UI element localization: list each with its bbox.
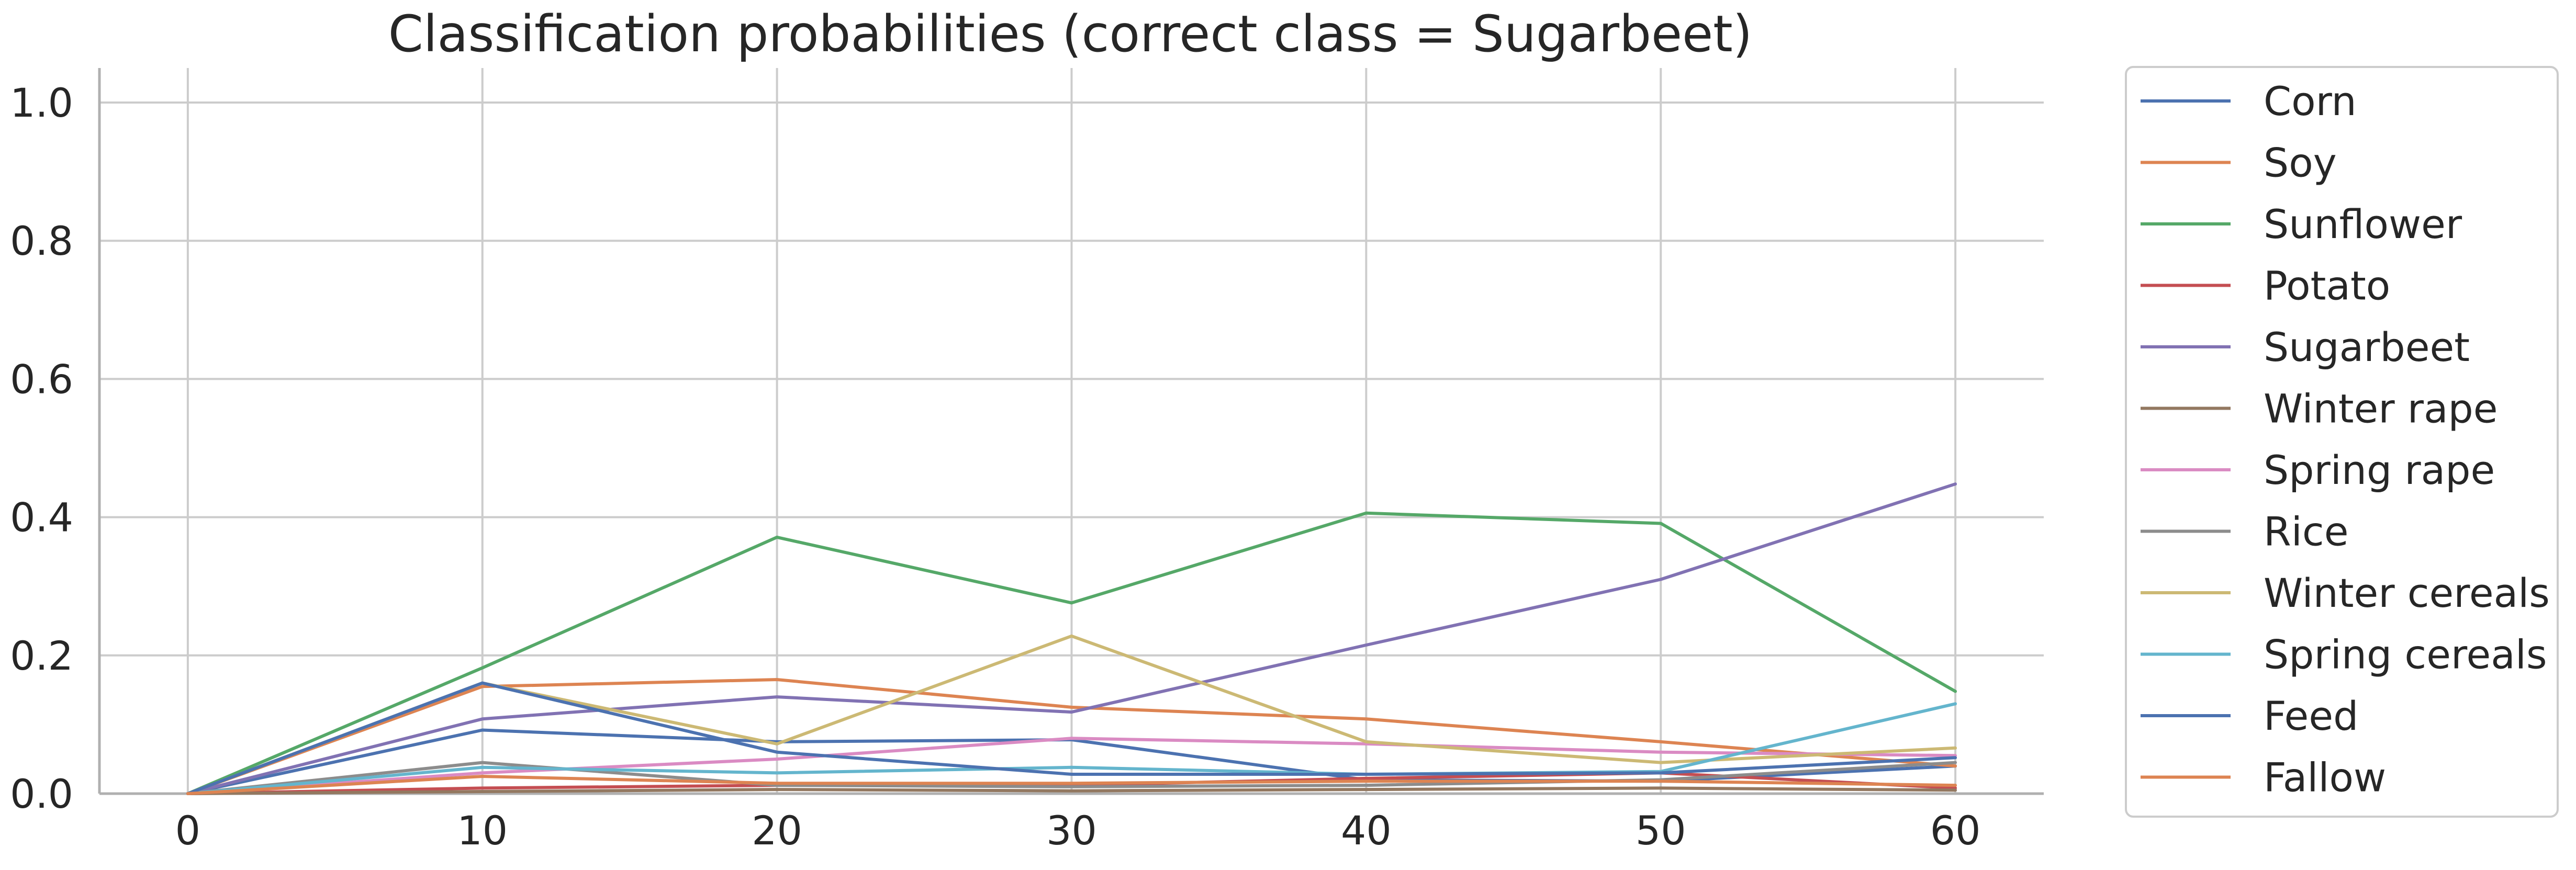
series-line-spring-rape xyxy=(186,737,1957,795)
series-lines xyxy=(186,482,1957,795)
series-line-fallow xyxy=(186,775,1957,795)
y-tick-label: 0.8 xyxy=(10,218,73,264)
series-line-feed xyxy=(186,681,1957,795)
legend-label: Spring rape xyxy=(2264,447,2495,493)
series-line-soy xyxy=(186,678,1957,795)
grid xyxy=(99,68,2044,794)
y-tick-label: 0.4 xyxy=(10,494,73,541)
y-tick-label: 0.6 xyxy=(10,356,73,402)
x-tick-label: 60 xyxy=(1930,807,1981,854)
axes-spines xyxy=(98,68,2044,795)
legend-label: Winter rape xyxy=(2264,386,2498,432)
legend-label: Sunflower xyxy=(2264,201,2462,247)
legend-label: Soy xyxy=(2264,140,2337,186)
legend-label: Sugarbeet xyxy=(2264,324,2470,370)
x-axis-ticks: 0 10 20 30 40 50 60 xyxy=(175,807,1981,854)
x-tick-label: 30 xyxy=(1046,807,1097,854)
x-tick-label: 0 xyxy=(175,807,200,854)
series-line-sunflower xyxy=(186,511,1957,795)
x-tick-label: 20 xyxy=(752,807,802,854)
legend-label: Rice xyxy=(2264,509,2348,555)
legend-label: Potato xyxy=(2264,263,2390,309)
x-tick-label: 40 xyxy=(1341,807,1392,854)
legend-label: Corn xyxy=(2264,78,2357,125)
y-tick-label: 0.2 xyxy=(10,632,73,679)
legend-label: Feed xyxy=(2264,693,2358,739)
series-line-winter-rape xyxy=(186,786,1957,795)
y-tick-label: 0.0 xyxy=(10,771,73,817)
legend-label: Winter cereals xyxy=(2264,570,2550,616)
x-tick-label: 50 xyxy=(1636,807,1686,854)
legend-label: Fallow xyxy=(2264,754,2386,801)
legend-frame xyxy=(2125,66,2559,818)
series-line-sugarbeet xyxy=(186,482,1957,795)
y-axis-ticks: 0.0 0.2 0.4 0.6 0.8 1.0 xyxy=(10,80,73,817)
legend: Corn Soy Sunflower Potato Sugarbeet Winter ra… xyxy=(2125,66,2559,818)
chart-title: Classification probabilities (correct cl… xyxy=(388,5,1752,63)
y-tick-label: 1.0 xyxy=(10,80,73,126)
x-tick-label: 10 xyxy=(457,807,508,854)
legend-label: Spring cereals xyxy=(2264,631,2547,678)
